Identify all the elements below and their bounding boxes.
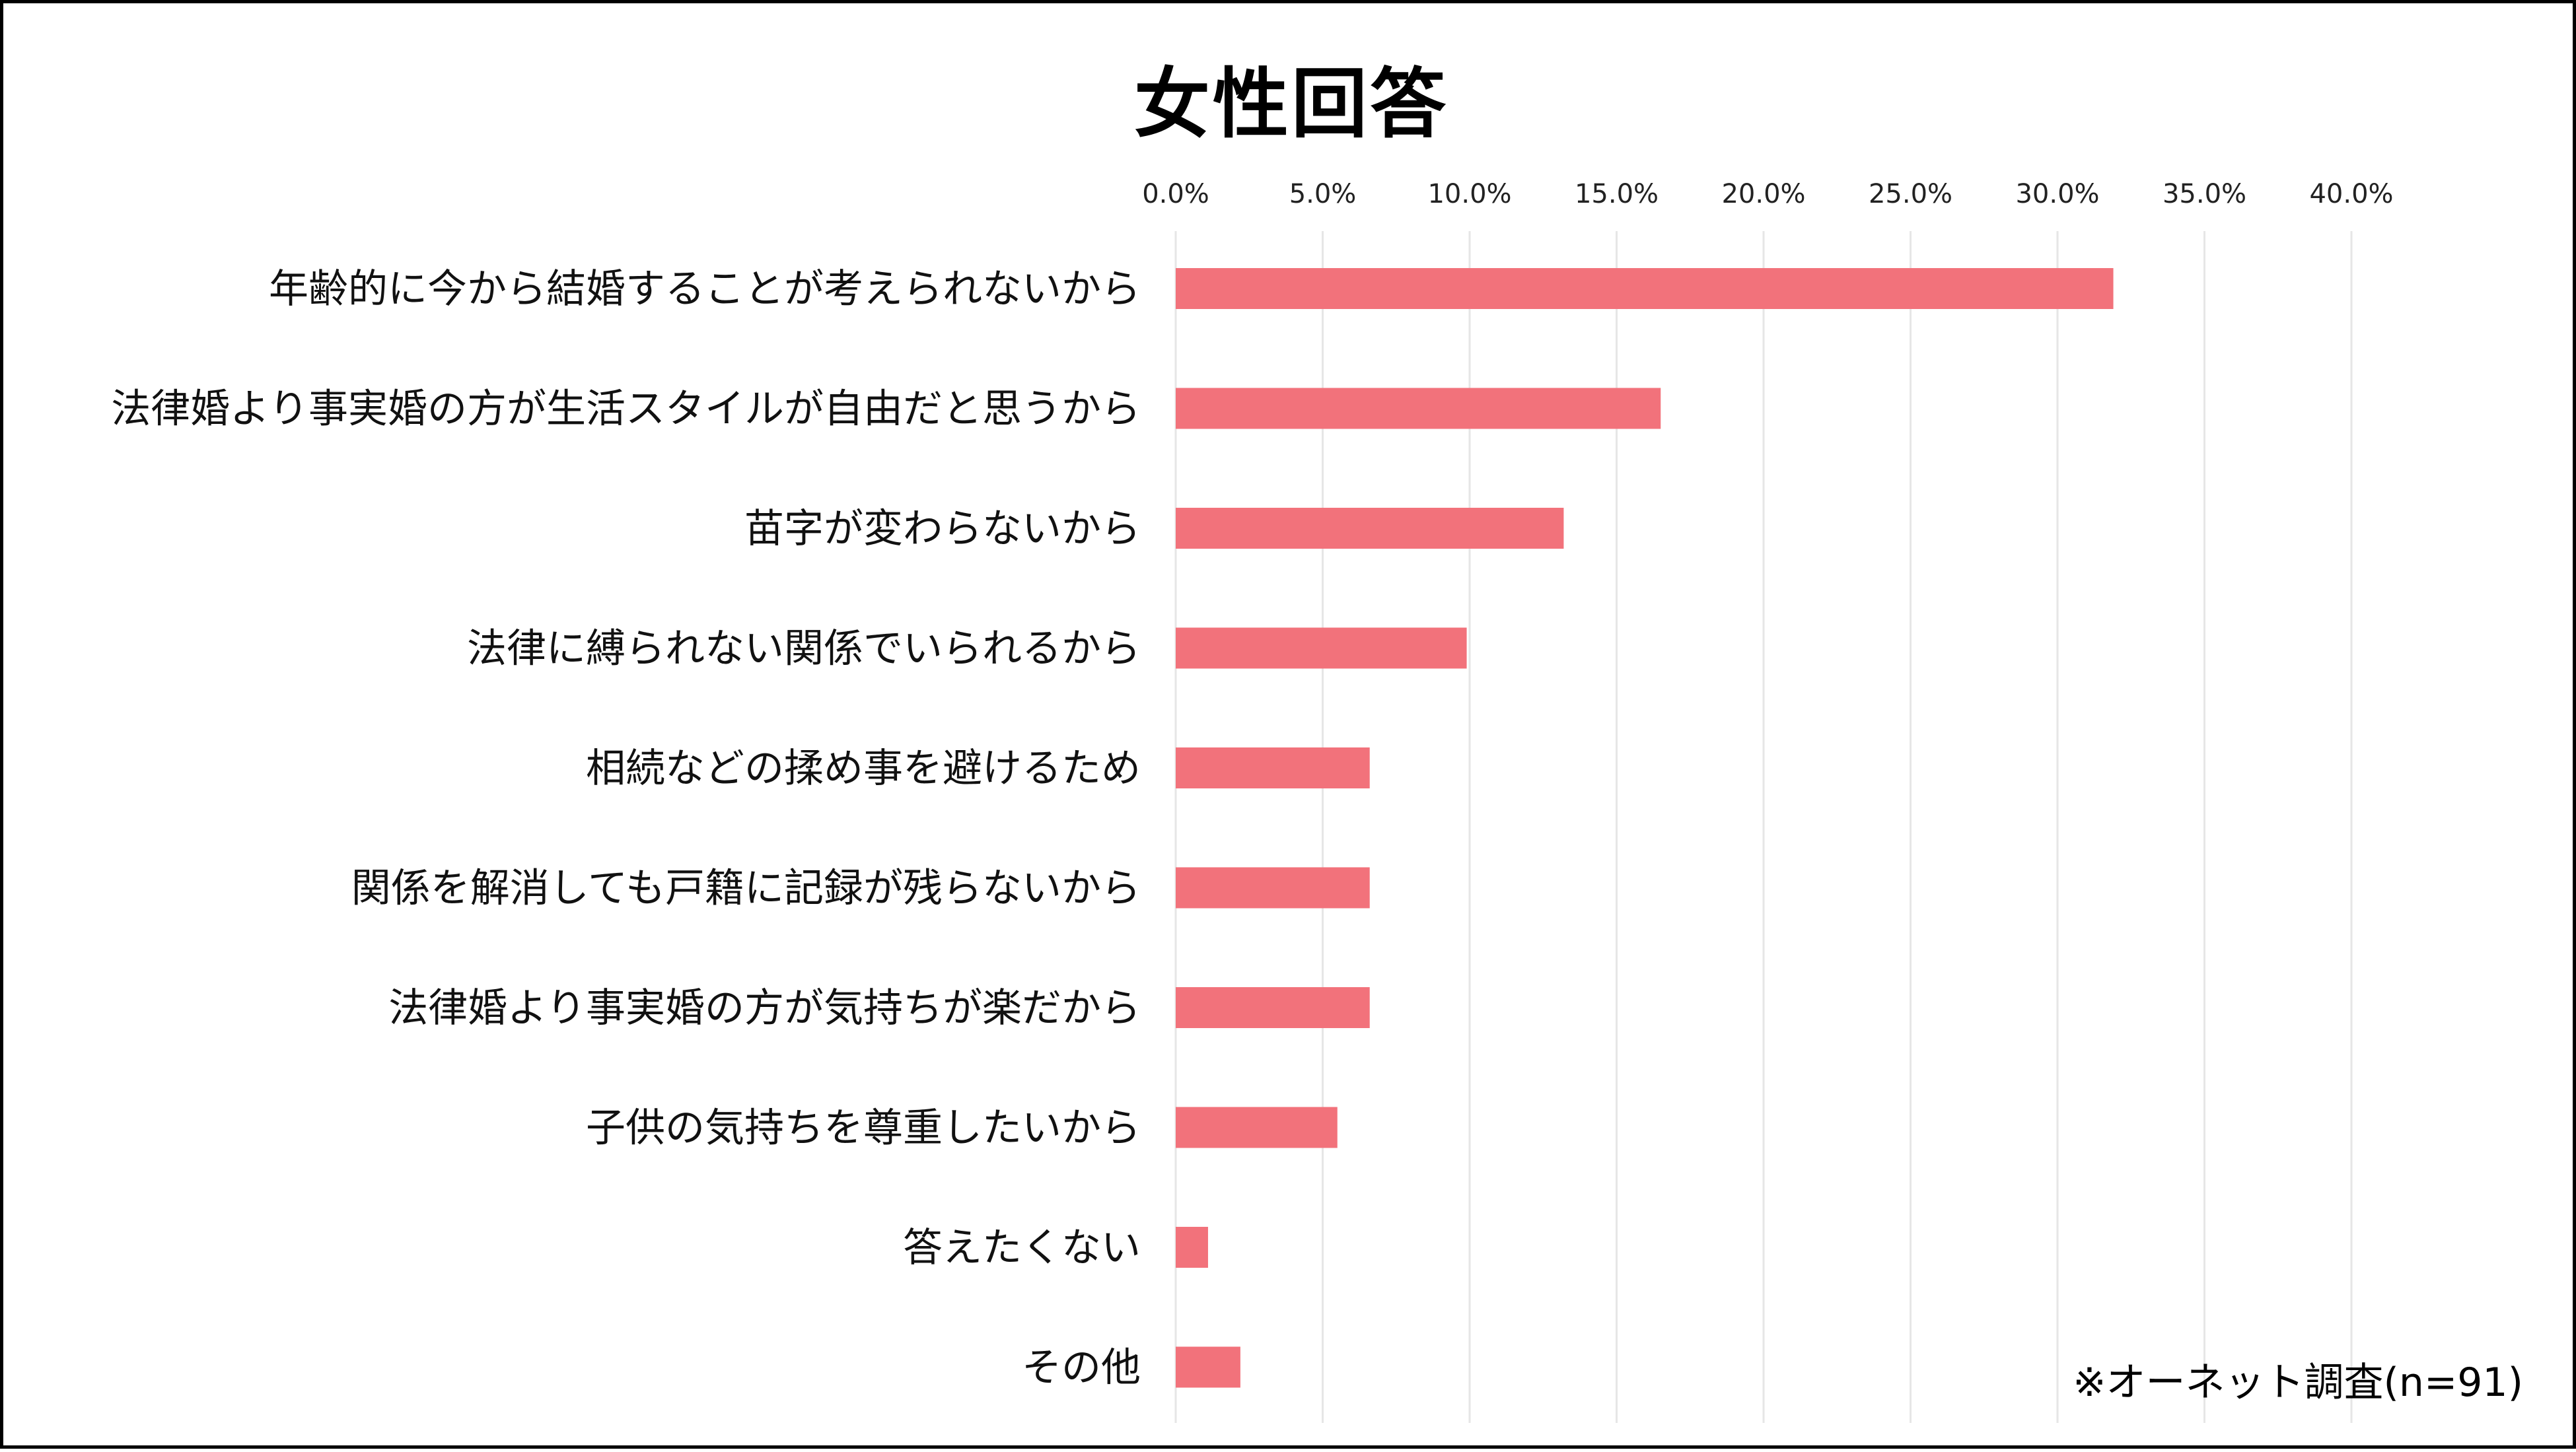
x-tick-label: 0.0%: [1142, 179, 1209, 209]
bar: [1176, 388, 1661, 429]
bar: [1176, 268, 2114, 309]
x-tick-label: 5.0%: [1289, 179, 1357, 209]
bar: [1176, 867, 1370, 909]
x-tick-label: 15.0%: [1575, 179, 1659, 209]
bar: [1176, 1227, 1208, 1268]
x-tick-label: 10.0%: [1427, 179, 1511, 209]
bar: [1176, 987, 1370, 1028]
category-label: 相続などの揉め事を避けるため: [586, 745, 1141, 792]
x-tick-label: 20.0%: [1721, 179, 1805, 209]
bar: [1176, 508, 1564, 549]
x-tick-label: 40.0%: [2309, 179, 2393, 209]
category-label: 関係を解消しても戸籍に記録が残らないから: [351, 866, 1141, 912]
category-label: 法律婚より事実婚の方が生活スタイルが自由だと思うから: [111, 386, 1141, 432]
category-label: その他: [1022, 1345, 1141, 1391]
bar: [1176, 1107, 1338, 1148]
bar: [1176, 627, 1467, 669]
bar-chart: 0.0% 5.0% 10.0% 15.0% 20.0% 25.0% 30.0% 35.0% 40…: [111, 179, 2394, 1423]
x-tick-label: 35.0%: [2163, 179, 2246, 209]
survey-footnote: ※オーネット調査(n=91): [2073, 1360, 2523, 1406]
category-label: 答えたくない: [903, 1225, 1141, 1271]
chart-title: 女性回答: [1133, 60, 1449, 149]
x-tick-label: 30.0%: [2015, 179, 2099, 209]
category-label: 法律婚より事実婚の方が気持ちが楽だから: [388, 985, 1141, 1031]
category-label: 子供の気持ちを尊重したいから: [586, 1105, 1141, 1152]
x-tick-label: 25.0%: [1869, 179, 1952, 209]
bar: [1176, 747, 1370, 788]
category-label: 苗字が変わらないから: [744, 506, 1141, 552]
category-label: 法律に縛られない関係でいられるから: [467, 626, 1141, 672]
bar: [1176, 1346, 1240, 1388]
category-label: 年齢的に今から結婚することが考えられないから: [269, 266, 1141, 312]
